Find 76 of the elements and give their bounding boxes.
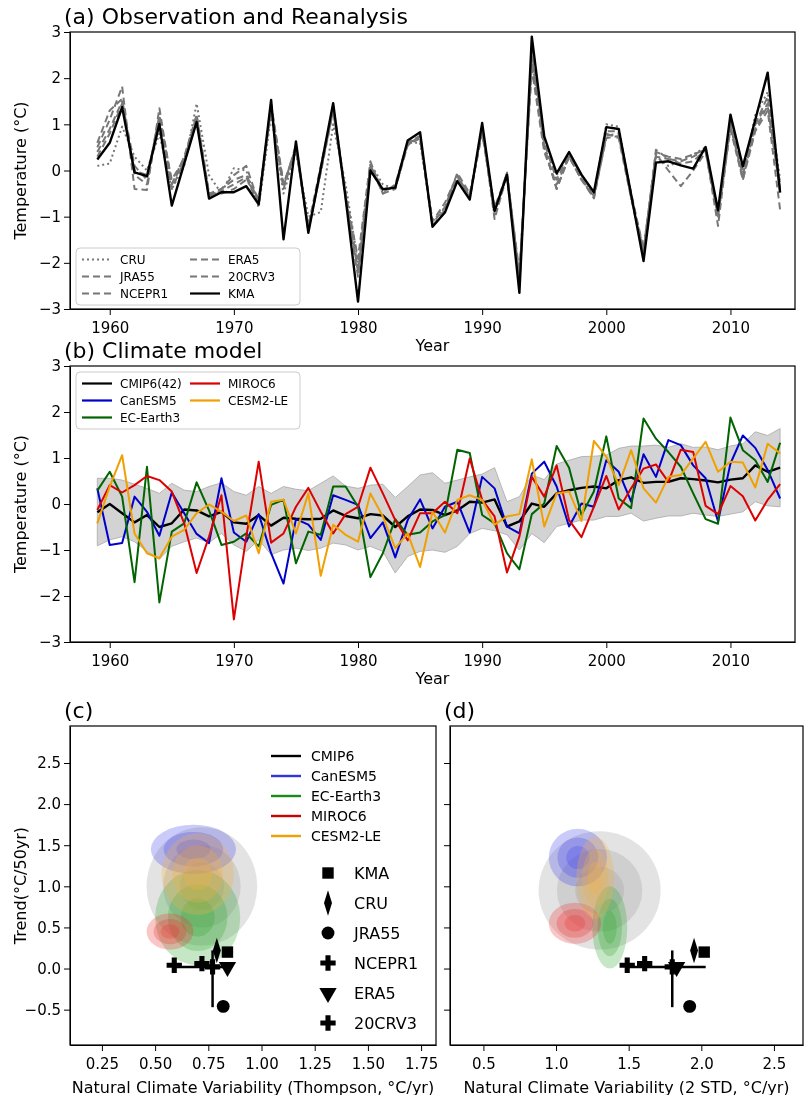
- legend-label: KMA: [228, 286, 256, 301]
- legend-label: 20CRV3: [354, 1014, 417, 1033]
- x-tick-label: 2010: [711, 652, 751, 670]
- y-tick-label: 0: [51, 161, 61, 180]
- legend-label: JRA55: [119, 269, 155, 284]
- y-tick-label: −1: [38, 541, 61, 560]
- y-tick-label: −1: [38, 207, 61, 226]
- x-tick-label: 0.25: [85, 1055, 120, 1073]
- x-tick-label: 2010: [711, 319, 751, 337]
- legend-label: MIROC6: [228, 376, 276, 391]
- x-tick-label: 1.00: [245, 1055, 279, 1073]
- x-tick-label: 1.50: [351, 1055, 386, 1073]
- y-tick-label: −0.5: [24, 1000, 61, 1019]
- x-axis-title: Year: [414, 336, 450, 355]
- chart-title: (c): [64, 698, 94, 723]
- x-tick-label: 2.0: [689, 1055, 714, 1073]
- x-tick-label: 1970: [215, 319, 254, 337]
- y-tick-label: 1: [51, 115, 61, 134]
- annotation: EC-Earth3: [311, 788, 382, 804]
- annotation: MIROC6: [311, 808, 367, 824]
- legend-label: 20CRV3: [228, 269, 276, 284]
- y-tick-label: 2.5: [37, 754, 61, 773]
- y-tick-label: 2: [51, 69, 61, 88]
- y-axis-title: Trend(°C/50yr): [11, 826, 30, 946]
- x-tick-label: 1980: [339, 652, 378, 670]
- legend-label: ERA5: [228, 252, 260, 267]
- y-tick-label: −2: [38, 254, 61, 273]
- y-tick-label: −3: [38, 633, 61, 652]
- y-tick-label: 2: [51, 403, 61, 422]
- y-tick-label: 3: [51, 23, 61, 42]
- chart-title: (d): [444, 698, 476, 723]
- y-tick-label: 1: [51, 449, 61, 468]
- annotation: CESM2-LE: [311, 828, 382, 844]
- x-tick-label: 0.5: [471, 1055, 496, 1073]
- legend-label: JRA55: [353, 924, 401, 943]
- annotation: CanESM5: [311, 768, 377, 784]
- y-tick-label: 3: [51, 357, 61, 376]
- x-tick-label: 1970: [215, 652, 254, 670]
- x-tick-label: 0.75: [192, 1055, 226, 1073]
- x-tick-label: 1980: [339, 319, 378, 337]
- x-tick-label: 1.75: [404, 1055, 439, 1073]
- legend-label: NCEPR1: [120, 286, 169, 301]
- x-tick-label: 1960: [91, 652, 130, 670]
- y-tick-label: −3: [38, 300, 61, 319]
- y-tick-label: 0: [51, 495, 61, 514]
- y-axis-title: Temperature (°C): [11, 101, 30, 241]
- chart-title: (b) Climate model: [64, 338, 263, 363]
- y-tick-label: 2.0: [37, 795, 61, 814]
- y-tick-label: 0.0: [37, 959, 61, 978]
- x-tick-label: 1.25: [298, 1055, 332, 1073]
- y-axis-title: Temperature (°C): [11, 434, 30, 575]
- x-tick-label: 1990: [463, 319, 502, 337]
- x-tick-label: 2000: [587, 652, 626, 670]
- legend-label: CanESM5: [120, 393, 177, 408]
- x-tick-label: 0.50: [138, 1055, 173, 1073]
- x-tick-label: 1.5: [617, 1055, 642, 1073]
- legend-label: CMIP6(42): [120, 376, 182, 391]
- legend-label: ERA5: [354, 984, 396, 1003]
- y-tick-label: −2: [38, 587, 61, 606]
- legend-label: CRU: [120, 252, 146, 267]
- legend-label: KMA: [354, 864, 390, 883]
- legend-label: NCEPR1: [354, 954, 419, 973]
- x-tick-label: 1960: [91, 319, 130, 337]
- x-tick-label: 1990: [463, 652, 502, 670]
- x-tick-label: 2000: [587, 319, 626, 337]
- legend-label: CESM2-LE: [228, 393, 289, 408]
- y-tick-label: 0.5: [37, 918, 61, 937]
- annotation: CMIP6: [311, 748, 355, 764]
- legend-label: EC-Earth3: [120, 410, 181, 425]
- x-tick-label: 1.0: [544, 1055, 569, 1073]
- chart-title: (a) Observation and Reanalysis: [64, 4, 408, 29]
- y-tick-label: 1.0: [37, 877, 61, 896]
- y-tick-label: 1.5: [37, 836, 61, 855]
- legend-label: CRU: [354, 894, 388, 913]
- x-tick-label: 2.5: [762, 1055, 787, 1073]
- x-axis-title: Year: [414, 669, 450, 688]
